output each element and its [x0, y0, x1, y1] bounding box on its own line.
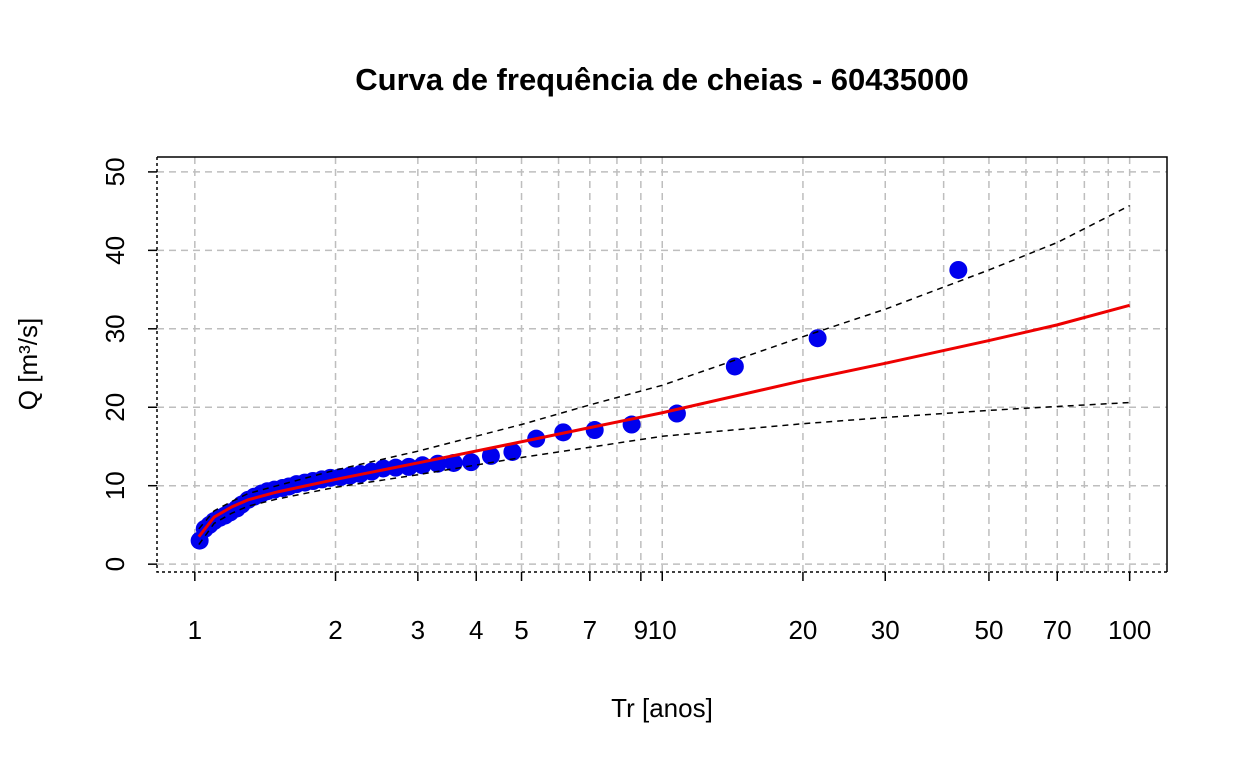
point	[481, 446, 500, 465]
point	[949, 260, 968, 279]
point	[503, 442, 522, 461]
x-tick-label: 20	[788, 615, 817, 645]
y-tick-label: 50	[100, 157, 130, 186]
line	[198, 204, 1130, 530]
line	[198, 401, 1130, 545]
y-tick-label: 20	[100, 393, 130, 422]
point	[190, 531, 209, 550]
y-tick-label: 40	[100, 236, 130, 265]
x-tick-label: 3	[411, 615, 425, 645]
x-tick-label: 100	[1108, 615, 1151, 645]
x-tick-label: 70	[1043, 615, 1072, 645]
x-tick-label: 4	[469, 615, 483, 645]
x-axis-label: Tr [anos]	[611, 693, 713, 723]
x-tick-label: 9	[634, 615, 648, 645]
chart-title: Curva de frequência de cheias - 60435000	[355, 62, 968, 97]
x-tick-label: 7	[583, 615, 597, 645]
x-tick-label: 50	[974, 615, 1003, 645]
y-axis-label: Q [m³/s]	[13, 318, 43, 410]
y-tick-label: 30	[100, 314, 130, 343]
x-tick-label: 10	[648, 615, 677, 645]
y-tick-label: 0	[100, 557, 130, 571]
plot-frame	[156, 157, 1167, 573]
x-tick-label: 5	[514, 615, 528, 645]
point	[585, 421, 604, 440]
x-tick-label: 1	[188, 615, 202, 645]
plot-frame	[157, 156, 1168, 572]
x-tick-label: 30	[871, 615, 900, 645]
y-tick-label: 10	[100, 471, 130, 500]
line	[197, 303, 1131, 538]
x-tick-label: 2	[328, 615, 342, 645]
point	[462, 453, 481, 472]
